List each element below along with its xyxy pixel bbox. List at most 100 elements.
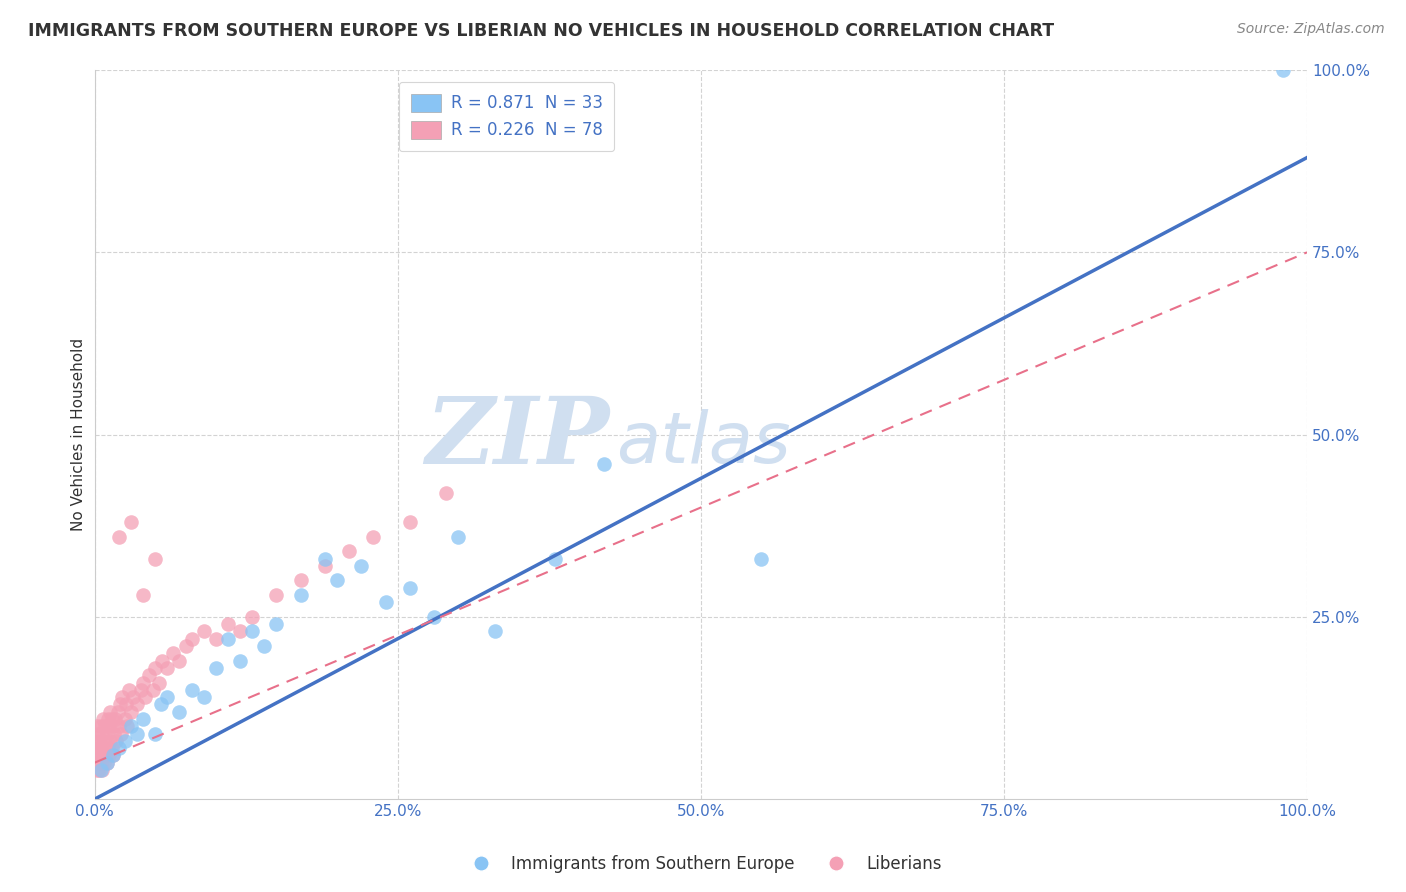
Point xyxy=(108,719,131,733)
Point xyxy=(117,682,139,697)
Point xyxy=(114,734,136,748)
Point xyxy=(115,698,138,712)
Point xyxy=(91,712,114,726)
Point xyxy=(89,734,111,748)
Point xyxy=(337,544,360,558)
Point xyxy=(229,654,252,668)
Point xyxy=(108,741,131,756)
Point xyxy=(98,748,121,763)
Point xyxy=(117,719,139,733)
Point xyxy=(107,705,129,719)
Point xyxy=(204,661,226,675)
Point xyxy=(98,719,121,733)
Point xyxy=(84,756,107,770)
Point xyxy=(94,719,117,733)
Point xyxy=(290,574,312,588)
Point xyxy=(94,748,117,763)
Point xyxy=(169,705,191,719)
Point xyxy=(152,654,174,668)
Point xyxy=(120,515,142,529)
Point xyxy=(86,748,108,763)
Point xyxy=(86,719,108,733)
Point xyxy=(290,588,312,602)
Point xyxy=(93,756,115,770)
Point xyxy=(240,624,263,639)
Point xyxy=(90,719,112,733)
Point xyxy=(374,595,396,609)
Point xyxy=(90,726,112,740)
Point xyxy=(87,726,110,740)
Point xyxy=(91,748,114,763)
Point xyxy=(96,756,118,770)
Point xyxy=(86,763,108,777)
Point xyxy=(90,763,112,777)
Point xyxy=(103,726,125,740)
Point xyxy=(96,756,118,770)
Point xyxy=(93,734,115,748)
Point xyxy=(217,632,239,646)
Point xyxy=(120,719,142,733)
Point xyxy=(363,530,385,544)
Point xyxy=(101,748,124,763)
Legend: Immigrants from Southern Europe, Liberians: Immigrants from Southern Europe, Liberia… xyxy=(458,848,948,880)
Point xyxy=(87,741,110,756)
Point xyxy=(423,610,446,624)
Point xyxy=(143,661,166,675)
Point xyxy=(108,530,131,544)
Point xyxy=(134,690,156,704)
Point xyxy=(148,675,170,690)
Point xyxy=(434,486,457,500)
Point xyxy=(90,756,112,770)
Point xyxy=(180,682,202,697)
Point xyxy=(751,551,773,566)
Point xyxy=(84,734,107,748)
Point xyxy=(122,690,145,704)
Point xyxy=(97,741,120,756)
Point xyxy=(150,698,173,712)
Text: Source: ZipAtlas.com: Source: ZipAtlas.com xyxy=(1237,22,1385,37)
Text: IMMIGRANTS FROM SOUTHERN EUROPE VS LIBERIAN NO VEHICLES IN HOUSEHOLD CORRELATION: IMMIGRANTS FROM SOUTHERN EUROPE VS LIBER… xyxy=(28,22,1054,40)
Point xyxy=(326,574,349,588)
Point xyxy=(101,748,124,763)
Point xyxy=(544,551,567,566)
Point xyxy=(125,698,148,712)
Point xyxy=(169,654,191,668)
Point xyxy=(142,682,165,697)
Point xyxy=(89,748,111,763)
Point xyxy=(1271,63,1294,78)
Point xyxy=(193,690,215,704)
Point xyxy=(90,741,112,756)
Point xyxy=(138,668,160,682)
Text: atlas: atlas xyxy=(616,409,790,478)
Point xyxy=(100,741,122,756)
Point xyxy=(229,624,252,639)
Point xyxy=(125,726,148,740)
Point xyxy=(97,712,120,726)
Point xyxy=(96,726,118,740)
Point xyxy=(180,632,202,646)
Point xyxy=(120,705,142,719)
Point xyxy=(162,646,184,660)
Point xyxy=(143,726,166,740)
Point xyxy=(90,763,112,777)
Point xyxy=(156,661,179,675)
Point xyxy=(143,551,166,566)
Point xyxy=(132,675,155,690)
Point xyxy=(204,632,226,646)
Point xyxy=(217,617,239,632)
Point xyxy=(132,588,155,602)
Point xyxy=(398,581,420,595)
Point xyxy=(114,712,136,726)
Point xyxy=(266,588,288,602)
Point xyxy=(253,639,276,653)
Point xyxy=(156,690,179,704)
Point xyxy=(100,712,122,726)
Point xyxy=(350,558,373,573)
Point xyxy=(110,726,132,740)
Point xyxy=(398,515,420,529)
Point xyxy=(87,756,110,770)
Point xyxy=(105,734,128,748)
Point xyxy=(314,558,336,573)
Point xyxy=(447,530,470,544)
Y-axis label: No Vehicles in Household: No Vehicles in Household xyxy=(72,338,86,531)
